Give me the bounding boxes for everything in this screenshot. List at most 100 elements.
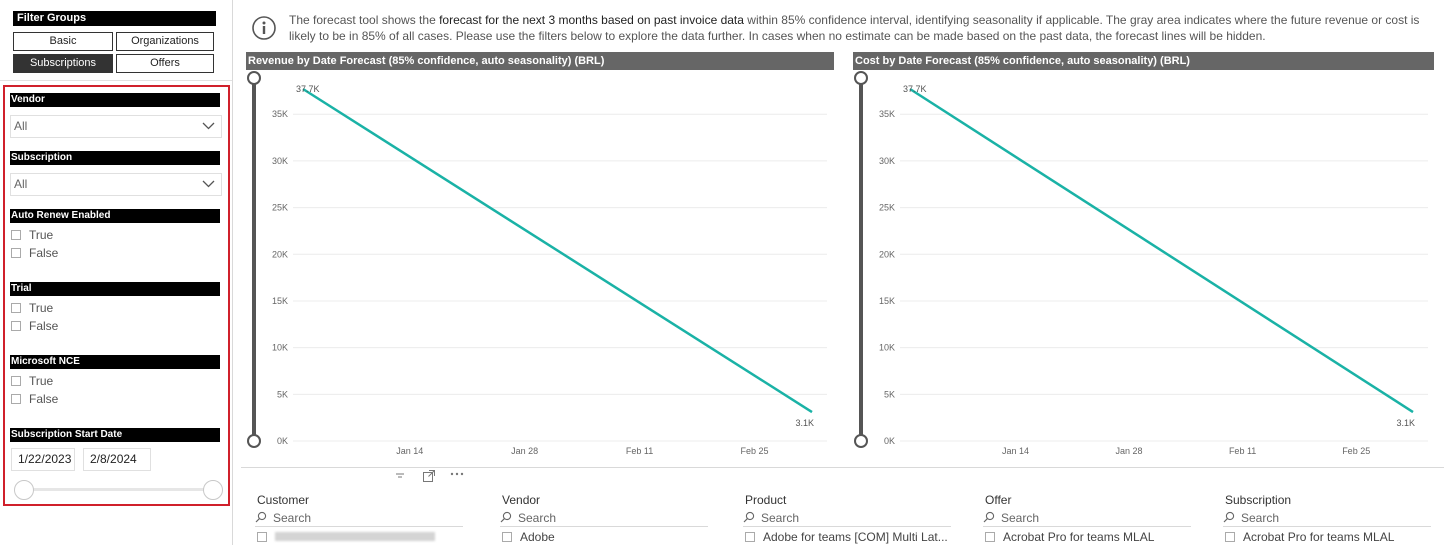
chevron-down-icon [202,180,215,188]
search-icon [500,511,512,523]
x-tick-label: Jan 28 [1116,446,1143,456]
play-axis-top-handle[interactable] [247,71,261,85]
filter-group-offers-button[interactable]: Offers [116,54,214,73]
filter-group-basic-button[interactable]: Basic [13,32,113,51]
y-tick-label: 5K [884,389,895,399]
y-tick-label: 0K [884,436,895,446]
y-tick-label: 20K [879,249,895,259]
checkbox[interactable] [257,532,267,542]
vendor-filter-header: Vendor [10,93,220,107]
forecast-line[interactable] [909,87,1414,414]
checkbox[interactable] [11,230,21,240]
product-search-input[interactable]: Search [743,510,951,527]
vendor-dropdown[interactable]: All [10,115,222,138]
search-placeholder: Search [273,511,312,525]
info-icon [252,16,276,40]
info-text-highlight: forecast for the next 3 months based on … [439,13,744,27]
filter-icon[interactable] [394,470,406,482]
y-tick-label: 25K [879,203,895,213]
checkbox[interactable] [11,394,21,404]
search-icon [255,511,267,523]
start-date-from-input[interactable]: 1/22/2023 [11,448,75,471]
y-tick-label: 35K [272,109,288,119]
search-placeholder: Search [761,511,800,525]
auto-renew-false-option[interactable]: False [11,245,58,261]
microsoft-nce-filter-header: Microsoft NCE [10,355,220,369]
y-tick-label: 20K [272,249,288,259]
option-label: True [29,228,54,242]
vendor-search-input[interactable]: Search [500,510,708,527]
cost-forecast-chart-title: Cost by Date Forecast (85% confidence, a… [853,52,1434,70]
list-item-label: Adobe [520,530,555,544]
offer-list-item[interactable]: Acrobat Pro for teams MLAL [985,530,1189,545]
divider [232,0,233,545]
info-description: The forecast tool shows the forecast for… [289,12,1429,44]
trial-false-option[interactable]: False [11,318,58,334]
cost-forecast-chart[interactable]: 0K 5K 10K 15K 20K 25K 30K 35K Jan 14 Jan 28 Feb 11… [848,70,1438,462]
customer-list-item[interactable] [257,530,461,545]
subscription-list-item[interactable]: Acrobat Pro for teams MLAL [1225,530,1429,545]
customer-search-input[interactable]: Search [255,510,463,527]
subscription-dropdown[interactable]: All [10,173,222,196]
filter-panel [3,85,230,506]
more-options-icon[interactable] [450,471,464,477]
forecast-line[interactable] [302,87,813,414]
trial-true-option[interactable]: True [11,300,53,316]
y-tick-label: 5K [277,389,288,399]
subscription-search-input[interactable]: Search [1223,510,1431,527]
checkbox[interactable] [11,321,21,331]
product-list-item[interactable]: Adobe for teams [COM] Multi Lat... [745,530,949,545]
focus-mode-icon[interactable] [422,469,436,483]
x-tick-label: Jan 14 [1002,446,1029,456]
date-range-slider-track[interactable] [24,488,214,491]
filter-groups-title: Filter Groups [13,11,216,26]
subscription-start-date-header: Subscription Start Date [10,428,220,442]
play-axis-top-handle[interactable] [854,71,868,85]
redacted-value [275,532,435,541]
vendor-slicer-header: Vendor [502,493,541,507]
play-axis-bottom-handle[interactable] [247,434,261,448]
data-label-start: 37.7K [903,84,927,94]
play-axis-bottom-handle[interactable] [854,434,868,448]
vendor-dropdown-value: All [14,119,28,133]
date-range-slider-end-handle[interactable] [203,480,223,500]
y-tick-label: 25K [272,203,288,213]
checkbox[interactable] [11,248,21,258]
checkbox[interactable] [11,376,21,386]
date-range-slider-start-handle[interactable] [14,480,34,500]
filter-group-organizations-button[interactable]: Organizations [116,32,214,51]
x-tick-label: Feb 11 [1229,446,1256,456]
microsoft-nce-false-option[interactable]: False [11,391,58,407]
option-label: True [29,374,54,388]
divider [241,467,1444,468]
search-icon [743,511,755,523]
y-tick-label: 0K [277,436,288,446]
filter-group-subscriptions-button[interactable]: Subscriptions [13,54,113,73]
vendor-list-item[interactable]: Adobe [502,530,706,545]
data-label-end: 3.1K [795,418,814,428]
data-label-start: 37.7K [296,84,320,94]
checkbox[interactable] [745,532,755,542]
y-tick-label: 30K [272,156,288,166]
microsoft-nce-true-option[interactable]: True [11,373,53,389]
offer-search-input[interactable]: Search [983,510,1191,527]
data-label-end: 3.1K [1396,418,1415,428]
x-tick-label: Feb 11 [626,446,653,456]
y-tick-label: 15K [272,296,288,306]
auto-renew-true-option[interactable]: True [11,227,53,243]
y-tick-label: 35K [879,109,895,119]
start-date-to-input[interactable]: 2/8/2024 [83,448,151,471]
search-icon [1223,511,1235,523]
list-item-label: Acrobat Pro for teams MLAL [1003,530,1155,544]
checkbox[interactable] [502,532,512,542]
option-label: True [29,301,54,315]
option-label: False [29,246,59,260]
checkbox[interactable] [985,532,995,542]
info-text-part: The forecast tool shows the [289,13,440,27]
option-label: False [29,392,59,406]
customer-slicer-header: Customer [257,493,310,507]
checkbox[interactable] [11,303,21,313]
revenue-forecast-chart[interactable]: 0K 5K 10K 15K 20K 25K 30K 35K Jan 14 Jan 28 Feb 11… [241,70,837,462]
checkbox[interactable] [1225,532,1235,542]
option-label: False [29,319,59,333]
